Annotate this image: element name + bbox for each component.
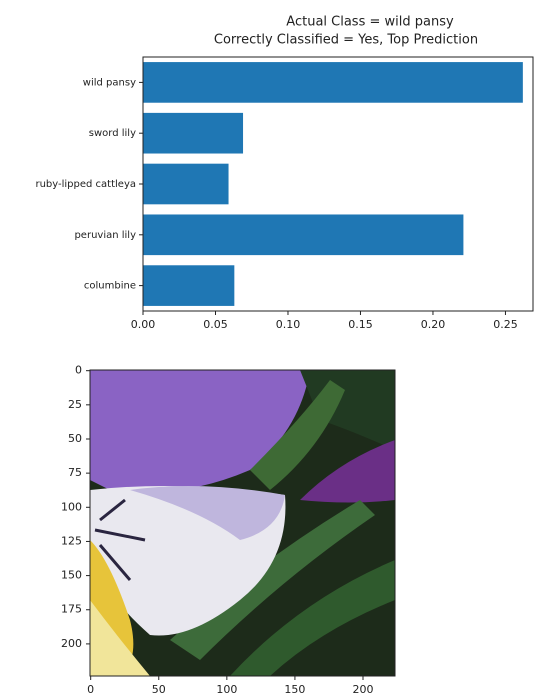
- y-tick-label: 175: [61, 603, 82, 616]
- y-tick-label: wild pansy: [83, 77, 136, 88]
- flower-image: [90, 370, 395, 676]
- y-tick-label: 25: [68, 398, 82, 411]
- chart-subtitle: Correctly Classified = Yes, Top Predicti…: [214, 33, 478, 48]
- y-tick-label: 75: [68, 466, 82, 479]
- y-tick-label: peruvian lily: [74, 230, 136, 241]
- x-tick-label: 0.05: [203, 318, 228, 331]
- image-frame: [89, 369, 396, 677]
- y-tick-label: columbine: [84, 281, 136, 292]
- bar: [143, 163, 229, 205]
- bar: [143, 265, 235, 306]
- x-tick-label: 150: [284, 683, 305, 695]
- x-tick-label: 0.00: [131, 318, 156, 331]
- x-tick-label: 0.10: [276, 318, 301, 331]
- x-tick-label: 0.20: [421, 318, 446, 331]
- chart-title: Actual Class = wild pansy: [286, 15, 454, 30]
- bar: [143, 112, 244, 154]
- x-tick-label: 200: [353, 683, 374, 695]
- x-tick-label: 100: [216, 683, 237, 695]
- y-tick-label: 0: [75, 364, 82, 377]
- x-tick-label: 0.25: [493, 318, 518, 331]
- bar: [143, 62, 523, 103]
- bar: [143, 214, 464, 256]
- y-tick-label: 150: [61, 569, 82, 582]
- y-tick-label: 100: [61, 500, 82, 513]
- y-tick-label: 200: [61, 637, 82, 650]
- y-tick-label: 50: [68, 432, 82, 445]
- x-tick-label: 0.15: [348, 318, 373, 331]
- plot-frame: [142, 56, 534, 312]
- y-tick-label: ruby-lipped cattleya: [35, 179, 136, 190]
- y-tick-label: sword lily: [89, 128, 136, 139]
- y-tick-label: 125: [61, 534, 82, 547]
- x-tick-label: 50: [152, 683, 166, 695]
- x-tick-label: 0: [87, 683, 94, 695]
